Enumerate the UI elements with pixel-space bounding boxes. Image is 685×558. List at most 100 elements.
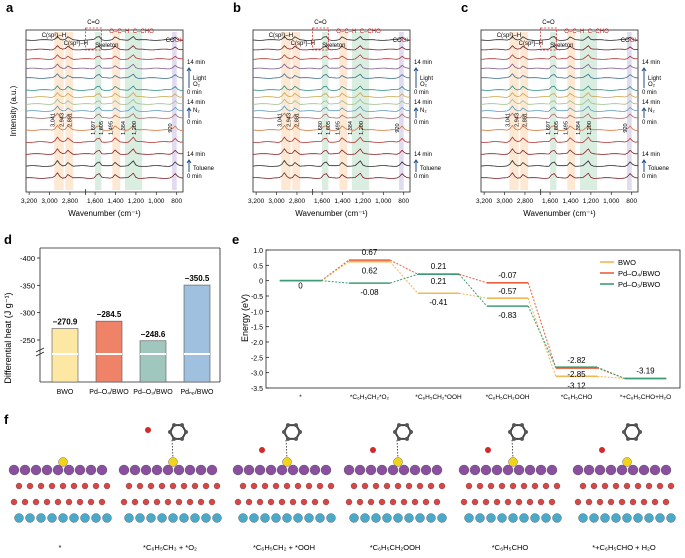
d-bar-label: Pd–O₄/BWO	[89, 389, 129, 396]
peak-band	[627, 32, 632, 190]
time-arrow-icon	[641, 67, 647, 88]
peak-label: 1,495	[108, 121, 114, 135]
e-legend-label: Pd–O₄/BWO	[618, 269, 660, 278]
label-och: O=C–H	[336, 29, 356, 35]
e-connector	[527, 297, 557, 377]
group-top-label: 14 min	[414, 100, 432, 106]
group-condition-label: Light	[193, 76, 206, 82]
spectrum-line	[252, 172, 411, 179]
peak-label: 2,943	[60, 113, 66, 127]
peak-band	[339, 32, 348, 190]
x-tick-label: 3,200	[21, 198, 38, 205]
group-bottom-label: 0 min	[642, 120, 657, 126]
spectrum-line	[252, 85, 411, 91]
peak-label: 1,605	[326, 121, 332, 135]
label-csp3: C(sp³)–H	[291, 41, 315, 47]
peak-label: 1,384	[121, 121, 127, 135]
peak-band	[322, 32, 329, 190]
group-bottom-label: 0 min	[414, 120, 429, 126]
x-tick-label: 1,000	[148, 198, 165, 205]
group-condition-label: N₂	[648, 108, 655, 114]
peak-band	[509, 32, 519, 190]
d-bar-value: −350.5	[185, 274, 210, 283]
spectrum-line	[25, 45, 184, 51]
label-skeleton: Skeleton	[95, 43, 118, 49]
peak-label: 920	[623, 123, 629, 132]
group-bottom-label: 0 min	[642, 174, 657, 180]
x-tick-label: 3,200	[248, 198, 265, 205]
label-cooh: COOH	[621, 38, 639, 44]
x-axis-label: Wavenumber (cm⁻¹)	[295, 209, 368, 218]
e-value-label: -0.41	[429, 298, 448, 307]
spectrum-line	[480, 136, 639, 143]
peak-band	[351, 32, 370, 190]
x-tick-label: 1,600	[542, 198, 559, 205]
e-state-label: *C₆H₅CH₂OOH	[486, 394, 530, 401]
e-state-label: *+C₆H₅CHO+H₂O	[620, 394, 671, 401]
f-structure-image	[232, 423, 336, 523]
highlight-box	[85, 27, 102, 51]
panel-b-spectra: b 3,041 2,943 2,881 1,680 1,605 1,495 1,384 1,20…	[233, 0, 442, 218]
label-cooh: COOH	[393, 38, 411, 44]
e-y-tick-label: -2.5	[251, 355, 263, 362]
e-state-label: *C₆H₅CH₂*O₂	[350, 394, 390, 401]
group-top-label: 14 min	[414, 60, 432, 66]
d-bar	[51, 328, 79, 383]
group-condition-label: Toluene	[420, 166, 442, 172]
group-condition-label: Light	[648, 76, 661, 82]
group-condition-label-2: O₂	[193, 82, 201, 88]
x-tick-label: 1,400	[334, 198, 351, 205]
group-condition-label-2: O₂	[648, 82, 656, 88]
peak-label: 3,041	[50, 113, 56, 127]
spectrum-line	[25, 172, 184, 179]
d-bar-value: −284.5	[97, 310, 122, 319]
panel-letter-d: d	[4, 232, 12, 247]
d-ylabel: Differential heat (J g⁻¹)	[3, 292, 13, 383]
peak-band	[124, 32, 143, 190]
e-y-tick-label: 0.5	[253, 263, 263, 270]
spectrum-line	[25, 159, 184, 167]
peak-label: 1,384	[348, 121, 354, 135]
panel-letter-e: e	[232, 232, 239, 247]
e-state-label: *C₆H₅CHO	[561, 394, 593, 401]
e-value-label: 0	[298, 282, 303, 291]
e-value-label: 0.21	[431, 262, 447, 271]
label-csp2: C(sp²)–H	[269, 33, 293, 39]
group-condition-label: Toluene	[648, 166, 670, 172]
label-csp2: C(sp²)–H	[497, 33, 521, 39]
peak-label: 1,495	[335, 121, 341, 135]
e-y-tick-label: -2.0	[251, 340, 263, 347]
peak-label: 1,697	[546, 121, 552, 135]
spectrum-line	[480, 124, 639, 131]
spectrum-line	[252, 73, 411, 79]
e-y-tick-label: 1.0	[253, 248, 263, 255]
f-structure-image	[118, 423, 222, 523]
x-tick-label: 1,400	[562, 198, 579, 205]
spectrum-line	[252, 54, 411, 60]
peak-label: 1,384	[576, 121, 582, 135]
d-bar	[183, 284, 211, 383]
spectrum-line	[252, 35, 411, 41]
group-top-label: 14 min	[642, 60, 660, 66]
peak-label: 1,200	[132, 121, 138, 135]
e-value-label: -3.12	[567, 381, 586, 390]
d-y-tick-label: -250	[20, 336, 35, 345]
e-legend-label: Pd–O₃/BWO	[618, 280, 660, 289]
label-csp3: C(sp³)–H	[64, 41, 88, 47]
peak-band	[399, 32, 404, 190]
spectrum-line	[480, 112, 639, 119]
x-tick-label: 1,200	[583, 198, 600, 205]
spectrum-line	[480, 105, 639, 112]
spectrum-line	[25, 148, 184, 155]
label-och: O=C–H	[109, 29, 129, 35]
time-arrow-icon	[641, 107, 647, 118]
f-caption: *+C₆H₅CHO + H₂O	[592, 543, 656, 552]
spectrum-line	[480, 159, 639, 167]
peak-label: 920	[395, 123, 401, 132]
spectrum-line	[252, 124, 411, 131]
group-bottom-label: 0 min	[187, 90, 202, 96]
e-frame	[265, 249, 681, 389]
group-top-label: 14 min	[414, 152, 432, 158]
f-caption: *C₆H₅CH₃ + *O₂	[143, 543, 197, 552]
panel-c-spectra: c 3,041 2,943 2,881 1,697 1,605 1,495 1,384 1,20…	[461, 0, 670, 218]
